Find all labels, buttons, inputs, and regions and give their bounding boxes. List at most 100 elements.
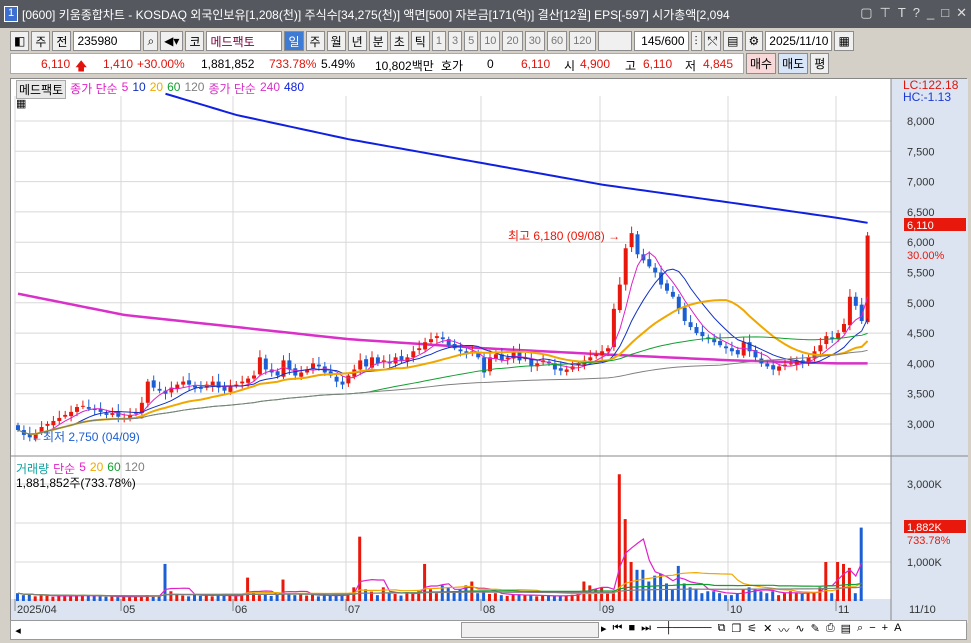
vol-ma5: 5 [79, 460, 86, 474]
minute-120[interactable]: 120 [569, 31, 596, 51]
period-second[interactable]: 초 [389, 31, 409, 51]
candle [316, 364, 321, 367]
volume-bar [482, 591, 486, 601]
calendar-icon[interactable]: ▦ [834, 31, 854, 51]
volume-bar [181, 595, 185, 601]
volume: 1,881,852 [201, 57, 255, 71]
volume-bar [729, 595, 733, 601]
scroll-right-icon[interactable]: ▸ [601, 623, 607, 635]
maximize-icon[interactable]: □ [941, 5, 950, 20]
minute-60[interactable]: 60 [546, 31, 568, 51]
copy-icon[interactable]: ▢ [860, 5, 873, 20]
prev-button[interactable]: 전 [52, 31, 72, 51]
sell-button[interactable]: 매도 [778, 53, 809, 74]
panel-toggle-icon[interactable]: ◧ [10, 31, 30, 51]
volume-bar [853, 593, 857, 601]
close-icon[interactable]: ✕ [956, 5, 967, 20]
layout-icon[interactable]: ⧉ [717, 622, 726, 634]
sound-icon[interactable]: ◀▾ [160, 31, 184, 51]
volume-current: 1,881,852주(733.78%) [16, 476, 136, 490]
buy-button[interactable]: 매수 [746, 53, 777, 74]
count-input[interactable]: 145/600 [633, 31, 689, 51]
stop-icon[interactable]: ■ [628, 622, 636, 634]
volume-name[interactable]: 거래량 [16, 462, 50, 476]
volume-bar [281, 579, 285, 601]
volume-legend: 거래량 단순 5 20 60 120 [16, 460, 145, 477]
candle [163, 390, 168, 394]
candle [865, 235, 870, 323]
print-icon[interactable]: ⎙ [825, 622, 835, 634]
line-icon[interactable]: ⤲ [703, 31, 722, 51]
x-tick-label: 10 [730, 604, 742, 616]
volume-bar [116, 597, 120, 601]
pin-icon[interactable]: ⊤ [879, 5, 891, 20]
high-label: 고 [625, 59, 637, 73]
candle [116, 411, 121, 417]
date-input[interactable]: 2025/11/10 [765, 31, 833, 51]
minute-20[interactable]: 20 [502, 31, 523, 51]
minimize-icon[interactable]: _ [927, 5, 935, 20]
volume-bar [169, 591, 173, 601]
volume-bar [488, 593, 491, 601]
window-icon[interactable]: ❐ [731, 623, 742, 635]
zoom-slider[interactable]: ─┼───── [657, 622, 712, 634]
period-tick[interactable]: 틱 [410, 31, 430, 51]
scroll-left-icon[interactable]: ◂ [15, 624, 21, 637]
minute-5[interactable]: 5 [464, 31, 479, 51]
unit-select[interactable] [597, 31, 632, 51]
volume-bar [842, 563, 845, 601]
help-icon[interactable]: ? [912, 5, 920, 20]
volume-bar [305, 595, 309, 601]
crosshair-icon[interactable]: ✕ [763, 623, 773, 635]
scroll-thumb[interactable] [461, 622, 599, 638]
minute-10[interactable]: 10 [480, 31, 501, 51]
grid-icon[interactable]: ▦ [16, 98, 27, 110]
code-input[interactable]: 235980 [73, 31, 142, 51]
scrollbar[interactable]: ◂ ▸ ⏮ ■ ⏭ ─┼───── ⧉ ❐ ⚟ ✕ 〰 ∿ ✎ ⎙ ▤ ⌕ − + A [10, 620, 967, 640]
low-label: 저 [685, 59, 697, 73]
gear-icon[interactable]: ⚙ [744, 31, 764, 51]
candle-icon[interactable]: ⫶ [690, 31, 702, 51]
open: 4,900 [580, 57, 611, 71]
period-day[interactable]: 일 [284, 31, 304, 51]
draw-icon[interactable]: ✎ [810, 623, 820, 635]
wave-icon[interactable]: ∿ [795, 623, 805, 635]
chart-area[interactable]: 8,000 7,500 7,000 6,500 6,000 5,500 5,000 4,500… [10, 78, 968, 624]
chart-svg[interactable]: 8,000 7,500 7,000 6,500 6,000 5,500 5,000 4,500… [11, 79, 968, 624]
period-year[interactable]: 년 [347, 31, 367, 51]
volume-bar [21, 595, 25, 601]
first-icon[interactable]: ⏮ [612, 622, 623, 634]
zoom-icon[interactable]: ⌕ [857, 622, 864, 634]
last-icon[interactable]: ⏭ [641, 622, 651, 634]
price-tick: 8,000 [907, 116, 935, 128]
period-week[interactable]: 주 [305, 31, 325, 51]
x-tick-label: 08 [483, 604, 495, 616]
volume-bar [139, 595, 143, 601]
period-type-select[interactable]: 주 [31, 31, 51, 51]
period-minute[interactable]: 분 [368, 31, 388, 51]
minute-30[interactable]: 30 [524, 31, 545, 51]
candle [788, 363, 793, 365]
analysis-icon[interactable]: ▤ [840, 623, 852, 635]
stock-legend[interactable]: 메드팩토 [16, 80, 67, 99]
auto-icon[interactable]: A [894, 622, 902, 634]
candle [80, 405, 85, 407]
volume-bar [665, 583, 668, 601]
minute-1[interactable]: 1 [431, 31, 446, 51]
candle [98, 408, 103, 412]
plus-icon[interactable]: + [881, 622, 889, 634]
period-month[interactable]: 월 [326, 31, 346, 51]
search-icon[interactable]: ⌕ [143, 31, 159, 51]
volume-tick: 3,000K [907, 479, 943, 491]
volume-bar [80, 595, 84, 601]
save-icon[interactable]: ▤ [723, 31, 743, 51]
volume-bar [724, 595, 727, 601]
minus-icon[interactable]: − [869, 622, 876, 634]
chart-type-icon[interactable]: ⚟ [747, 623, 758, 635]
font-icon[interactable]: T [897, 5, 906, 20]
trend-icon[interactable]: 〰 [778, 625, 790, 637]
volume-bar [45, 595, 49, 601]
eval-button[interactable]: 평 [810, 53, 830, 74]
stock-name[interactable]: 메드팩토 [206, 31, 283, 51]
minute-3[interactable]: 3 [447, 31, 463, 51]
